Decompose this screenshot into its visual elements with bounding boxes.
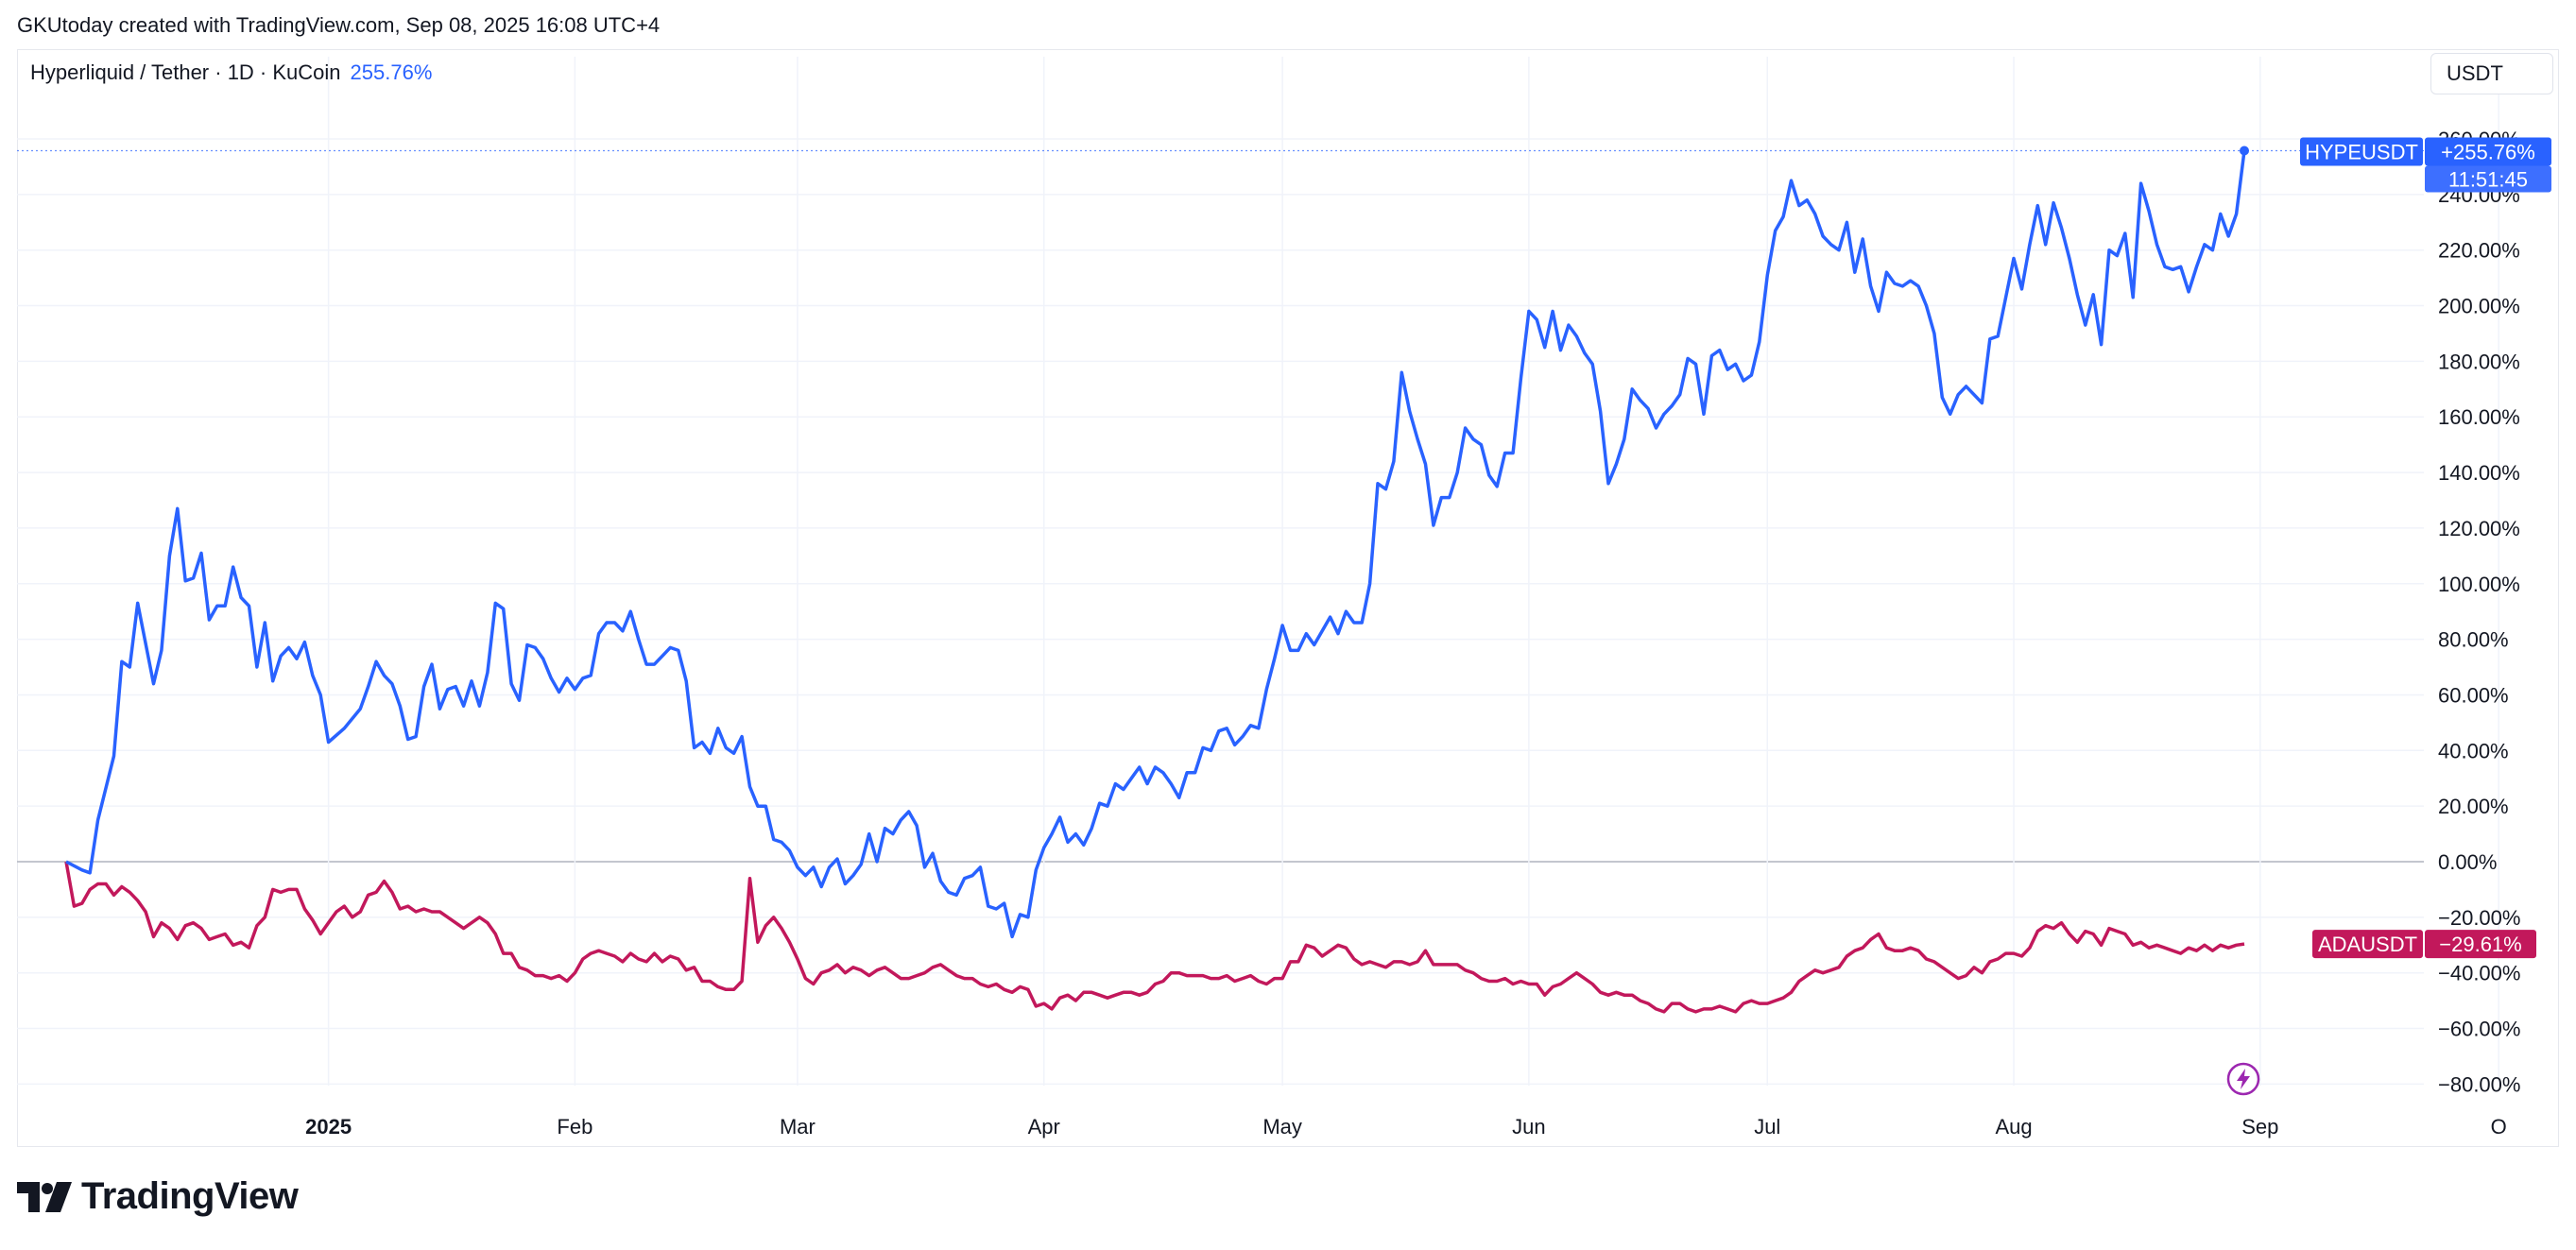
series-line-adausdt [64,861,2245,1014]
y-tick-label: 100.00% [2438,573,2520,596]
series-layer [17,146,2424,1014]
y-tick-label: −80.00% [2438,1072,2520,1096]
created-with-header: GKUtoday created with TradingView.com, S… [17,13,661,37]
y-tick-label: −20.00% [2438,906,2520,930]
chart-grid [17,57,2499,1086]
x-axis: 2025 Feb Mar Apr May Jun Jul Aug Sep O [305,1115,2507,1139]
y-tick-label: 20.00% [2438,795,2509,818]
series-line-hypeusdt [65,150,2246,939]
y-tick-label: 200.00% [2438,295,2520,318]
x-tick-label: May [1262,1115,1302,1139]
y-tick-label: 0.00% [2438,850,2497,874]
hype-value-badge-bg [2425,137,2551,166]
ada-name-badge: ADAUSDT [2318,933,2417,956]
hype-countdown-badge-bg [2425,165,2551,193]
legend-symbol: Hyperliquid / Tether · 1D · KuCoin [30,60,341,84]
lightning-icon[interactable] [2226,1062,2260,1096]
y-tick-label: 60.00% [2438,683,2509,707]
x-tick-label: Mar [780,1115,816,1139]
ada-name-badge-bg [2312,930,2423,959]
y-tick-label: 40.00% [2438,739,2509,762]
x-tick-label: Apr [1028,1115,1060,1139]
y-tick-label: 120.00% [2438,517,2520,540]
x-tick-label: O [2491,1115,2507,1139]
x-tick-label: Jun [1512,1115,1545,1139]
currency-unit-button[interactable]: USDT [2430,53,2553,94]
x-tick-label: Feb [557,1115,592,1139]
hype-value-badge: +255.76% [2441,140,2535,163]
legend-change: 255.76% [350,60,433,84]
hype-countdown-badge: 11:51:45 [2448,167,2528,191]
ada-value-badge: −29.61% [2439,933,2521,956]
x-tick-label: Aug [1995,1115,2032,1139]
tradingview-logo-icon [17,1181,72,1212]
y-tick-label: −40.00% [2438,962,2520,985]
hype-name-badge: HYPEUSDT [2305,140,2418,163]
tradingview-logo[interactable]: TradingView [17,1175,299,1218]
y-tick-label: 160.00% [2438,405,2520,429]
y-tick-label: 220.00% [2438,239,2520,263]
y-tick-label: 80.00% [2438,628,2509,652]
chart-frame [17,49,2559,1147]
chart-legend: Hyperliquid / Tether · 1D · KuCoin 255.76… [30,60,432,85]
ada-value-badge-bg [2425,930,2536,959]
y-tick-label: −60.00% [2438,1018,2520,1041]
y-tick-label: 180.00% [2438,350,2520,373]
x-tick-label: 2025 [305,1115,352,1139]
hype-name-badge-bg [2300,137,2423,166]
y-tick-label: 140.00% [2438,461,2520,485]
price-badges: HYPEUSDT +255.76% 11:51:45 ADAUSDT −29.61% [2300,137,2551,959]
hype-last-point [2240,146,2249,156]
x-tick-label: Jul [1754,1115,1780,1139]
tradingview-wordmark: TradingView [81,1175,299,1217]
x-tick-label: Sep [2241,1115,2278,1139]
